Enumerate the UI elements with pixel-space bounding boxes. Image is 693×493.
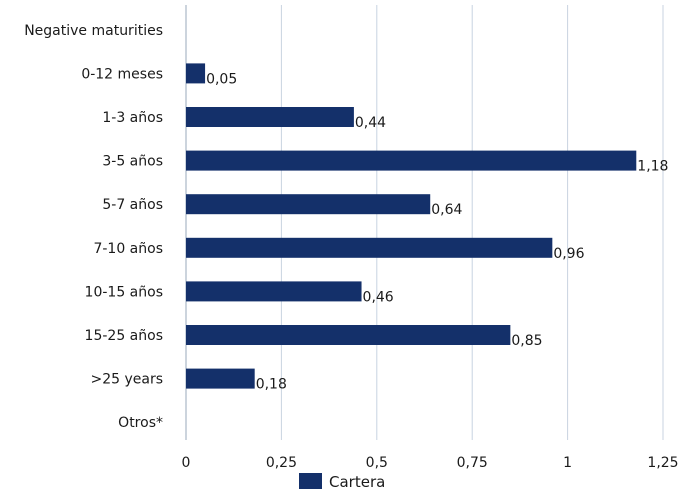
data-label: 0,05 [206, 71, 237, 87]
category-label: 1-3 años [102, 110, 163, 126]
x-tick-label: 1 [563, 455, 572, 471]
data-label: 0,44 [355, 115, 386, 131]
x-tick-labels: 0 0,25 0,5 0,75 1 1,25 [182, 455, 679, 471]
category-label: Negative maturities [24, 23, 163, 39]
legend: Cartera [299, 473, 385, 491]
x-tick-label: 1,25 [647, 455, 678, 471]
bar [186, 368, 255, 389]
category-label: 3-5 años [102, 154, 163, 170]
data-label: 1,18 [637, 159, 668, 175]
category-label: 7-10 años [93, 241, 163, 257]
value-labels: 0,05 0,44 1,18 0,64 0,96 0,46 0,85 0,18 [206, 71, 668, 392]
category-label: 5-7 años [102, 197, 163, 213]
category-labels: Negative maturities 0-12 meses 1-3 años 3-5… [24, 23, 163, 431]
data-label: 0,18 [256, 377, 287, 393]
gridlines [185, 5, 664, 440]
category-label: 15-25 años [85, 328, 163, 344]
x-tick-label: 0 [182, 455, 191, 471]
category-label: 10-15 años [85, 284, 163, 300]
bar [186, 107, 354, 127]
x-tick-label: 0,75 [457, 455, 488, 471]
bar [186, 194, 431, 215]
legend-swatch-cartera [299, 473, 322, 489]
data-label: 0,96 [553, 246, 584, 262]
category-label: 0-12 meses [81, 66, 163, 82]
x-tick-label: 0,25 [266, 455, 297, 471]
data-label: 0,85 [511, 333, 542, 349]
data-label: 0,46 [363, 289, 394, 305]
x-tick-label: 0,5 [366, 455, 388, 471]
bar [186, 237, 553, 258]
legend-label-cartera: Cartera [329, 473, 385, 491]
bar [186, 150, 637, 171]
category-label: Otros* [118, 415, 163, 431]
bars [186, 63, 637, 389]
bar [186, 63, 206, 84]
data-label: 0,64 [431, 202, 462, 218]
category-label: >25 years [90, 372, 163, 388]
bar [186, 325, 511, 345]
bar [186, 281, 362, 302]
